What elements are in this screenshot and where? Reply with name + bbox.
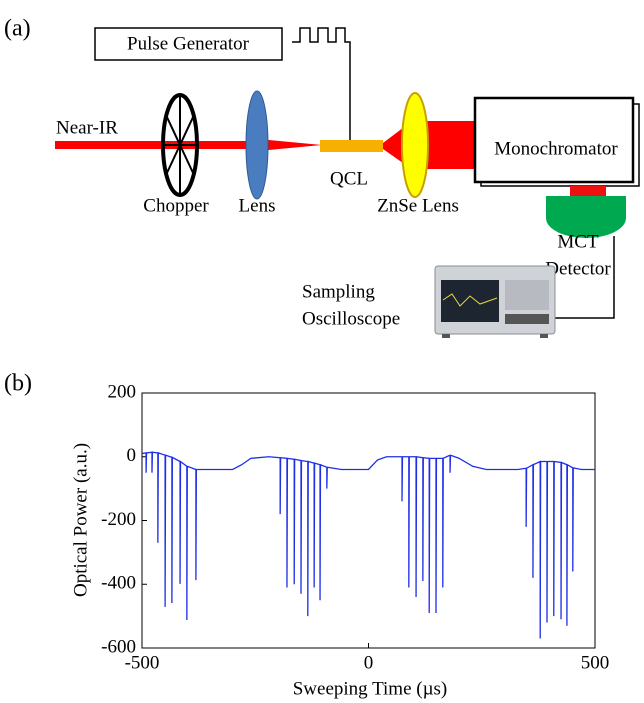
- chopper: [161, 93, 199, 197]
- x-axis-label: Sweeping Time (µs): [293, 678, 448, 699]
- znse-lens: [401, 92, 429, 198]
- y-axis-label: Optical Power (a.u.): [70, 443, 91, 597]
- x-tick-label: -500: [125, 652, 160, 673]
- detector: [546, 196, 626, 238]
- lens-label: Lens: [239, 195, 276, 216]
- detector-label: MCT: [557, 231, 599, 252]
- y-tick-label: -200: [101, 509, 136, 530]
- qcl: [320, 140, 383, 152]
- pulse-generator-label: Pulse Generator: [127, 33, 250, 54]
- chopper-label: Chopper: [143, 195, 209, 216]
- panel-label: (a): [4, 16, 31, 42]
- y-tick-label: -600: [101, 636, 136, 657]
- focused-beam: [258, 139, 322, 151]
- pulse-wire: [292, 27, 351, 140]
- ir-beam: [55, 141, 260, 149]
- detector-window: [570, 186, 606, 196]
- oscilloscope-label: Sampling: [302, 281, 375, 302]
- qcl-label: QCL: [330, 168, 368, 189]
- monochromator-box: [473, 96, 635, 184]
- signal-wire: [552, 236, 615, 319]
- x-tick-label: 500: [581, 652, 610, 673]
- near-ir-label: Near-IR: [56, 117, 118, 138]
- oscilloscope: [434, 265, 556, 338]
- y-tick-label: 200: [108, 381, 137, 402]
- x-tick-label: 0: [364, 652, 374, 673]
- znse-lens-label: ZnSe Lens: [377, 195, 459, 216]
- y-tick-label: 0: [127, 445, 137, 466]
- detector-label: Detector: [545, 258, 611, 279]
- lens: [245, 90, 269, 200]
- plot-frame: [141, 392, 596, 649]
- monochromator-label: Monochromator: [494, 138, 618, 159]
- plot: -500 0 500 -600 -400 -200 0 200: [101, 381, 609, 673]
- panel-label: (b): [4, 371, 32, 397]
- y-tick-label: -400: [101, 573, 136, 594]
- oscilloscope-label: Oscilloscope: [302, 308, 400, 329]
- pulse-generator-box: [94, 27, 283, 61]
- data-line: [141, 451, 595, 639]
